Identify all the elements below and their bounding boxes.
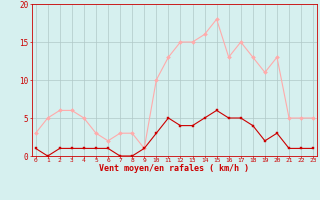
X-axis label: Vent moyen/en rafales ( km/h ): Vent moyen/en rafales ( km/h ) (100, 164, 249, 173)
